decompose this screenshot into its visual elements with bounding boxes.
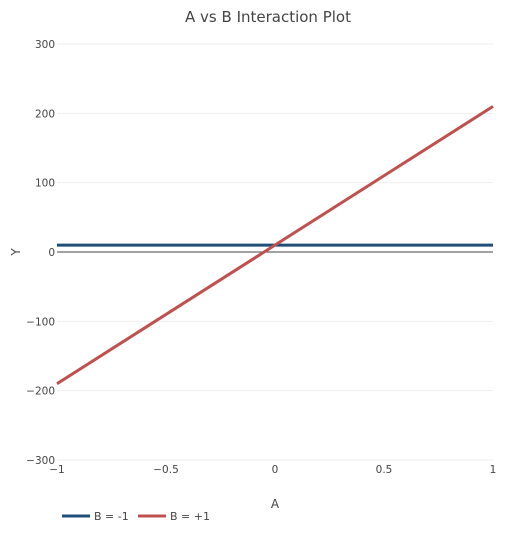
- legend-item[interactable]: B = +1: [138, 510, 210, 523]
- y-tick-label: −300: [26, 455, 55, 467]
- legend: B = -1 B = +1: [62, 510, 210, 523]
- x-tick-label: 1: [490, 464, 497, 476]
- y-tick-label: −200: [26, 386, 55, 398]
- y-tick-label: −100: [26, 316, 55, 328]
- x-tick-labels: −1 −0.5 0 0.5 1: [49, 464, 496, 476]
- series-lines: [56, 105, 494, 385]
- chart-title: A vs B Interaction Plot: [185, 8, 351, 26]
- x-axis-title: A: [271, 497, 280, 511]
- y-tick-label: 200: [35, 108, 55, 120]
- legend-label: B = +1: [170, 510, 210, 523]
- series-line-2: [56, 105, 494, 385]
- x-tick-label: 0: [272, 464, 279, 476]
- x-tick-label: −1: [49, 464, 64, 476]
- y-tick-label: 300: [35, 39, 55, 51]
- x-tick-label: −0.5: [153, 464, 179, 476]
- y-axis-title: Y: [9, 248, 23, 257]
- legend-label: B = -1: [94, 510, 129, 523]
- legend-item[interactable]: B = -1: [62, 510, 129, 523]
- y-tick-labels: −300 −200 −100 0 100 200 300: [26, 39, 55, 467]
- grid-lines: [57, 43, 493, 461]
- y-tick-label: 100: [35, 178, 55, 190]
- x-tick-label: 0.5: [376, 464, 393, 476]
- y-tick-label: 0: [48, 247, 55, 259]
